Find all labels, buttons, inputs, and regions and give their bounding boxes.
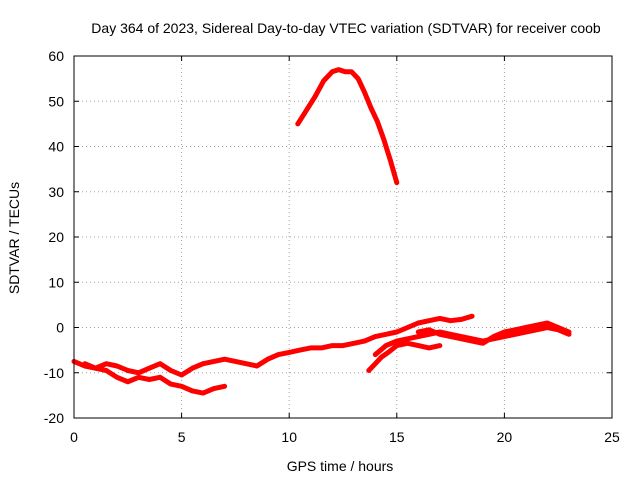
- y-tick-label: -10: [44, 365, 64, 381]
- data-series: [71, 67, 572, 396]
- y-axis-label: SDTVAR / TECUs: [6, 182, 22, 294]
- grid-lines: [74, 56, 612, 418]
- chart-title: Day 364 of 2023, Sidereal Day-to-day VTE…: [91, 20, 601, 36]
- y-tick-label: 10: [48, 274, 64, 290]
- y-tick-label: 0: [56, 320, 64, 336]
- x-tick-label: 15: [389, 429, 405, 445]
- x-tick-label: 25: [604, 429, 620, 445]
- x-tick-label: 10: [281, 429, 297, 445]
- y-tick-label: -20: [44, 410, 64, 426]
- series-line-track-6: [415, 320, 572, 346]
- series-line-track-1: [71, 313, 475, 378]
- y-tick-label: 20: [48, 229, 64, 245]
- series-line-track-2: [82, 361, 228, 396]
- x-tick-label: 5: [178, 429, 186, 445]
- y-tick-label: 60: [48, 48, 64, 64]
- y-tick-label: 30: [48, 184, 64, 200]
- x-axis-label: GPS time / hours: [287, 458, 394, 474]
- y-tick-label: 40: [48, 139, 64, 155]
- series-line-track-3: [295, 67, 400, 186]
- y-tick-label: 50: [48, 93, 64, 109]
- x-tick-label: 0: [70, 429, 78, 445]
- series-line-track-5: [366, 340, 443, 373]
- x-tick-label: 20: [497, 429, 513, 445]
- axis-ticks: 0 5 10 15 20 25 -20 -10 0 10 20 30 40 50 60: [44, 48, 620, 445]
